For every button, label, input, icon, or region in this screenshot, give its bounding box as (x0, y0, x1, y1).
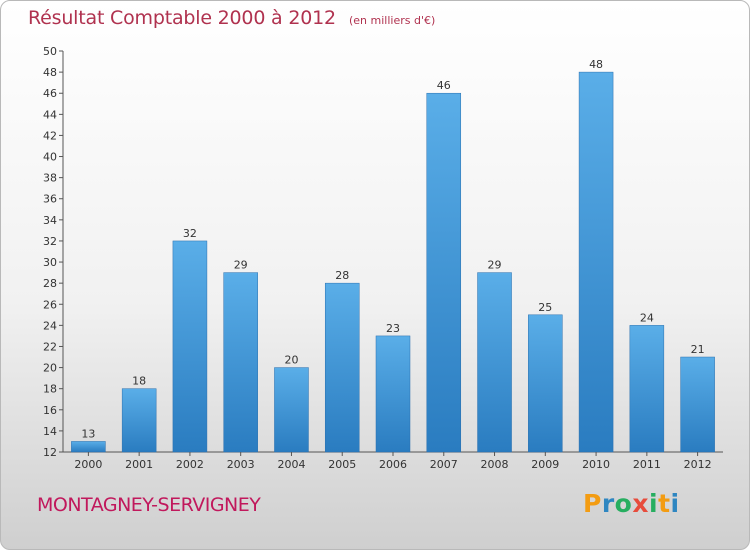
x-tick-label-2000: 2000 (74, 458, 102, 471)
data-label-2010: 48 (589, 58, 603, 71)
proxiti-logo[interactable]: Proxiti (583, 489, 680, 518)
bar-2000 (71, 441, 106, 453)
y-tick-label: 28 (43, 277, 57, 290)
data-label-2003: 29 (234, 259, 248, 272)
y-tick-label: 16 (43, 404, 57, 417)
x-tick-label-2004: 2004 (277, 458, 305, 471)
data-label-2004: 20 (284, 354, 298, 367)
data-label-2011: 24 (640, 311, 654, 324)
y-tick-label: 38 (43, 172, 57, 185)
x-tick-label-2002: 2002 (176, 458, 204, 471)
bar-2005 (324, 282, 360, 453)
y-tick-label: 12 (43, 446, 57, 459)
y-tick-label: 50 (43, 45, 57, 58)
x-tick-label-2011: 2011 (633, 458, 661, 471)
title-row: Résultat Comptable 2000 à 2012 (en milli… (28, 7, 435, 29)
data-labels: 13 18 32 29 20 28 23 46 29 25 48 24 21 (81, 58, 704, 440)
x-ticks: 2000 2001 2002 2003 2004 2005 2006 2007 2008 2009… (74, 452, 712, 471)
y-tick-label: 18 (43, 383, 57, 396)
x-tick-label-2003: 2003 (227, 458, 255, 471)
logo-letter: r (601, 489, 615, 518)
logo-letter: P (583, 489, 602, 518)
bar-2001 (121, 388, 157, 453)
bar-2010 (578, 71, 614, 453)
y-tick-label: 46 (43, 87, 57, 100)
y-tick-label: 40 (43, 151, 57, 164)
y-ticks: 12 14 16 18 20 22 24 26 28 30 32 34 36 38 40 42 44 46 48 50 (43, 45, 63, 459)
y-tick-label: 36 (43, 193, 57, 206)
data-label-2001: 18 (132, 375, 146, 388)
bar-2011 (629, 325, 665, 453)
data-label-2012: 21 (691, 343, 705, 356)
town-name: MONTAGNEY-SERVIGNEY (37, 494, 261, 516)
y-tick-label: 22 (43, 340, 57, 353)
logo-letter: i (670, 489, 680, 518)
logo-letter: i (649, 489, 659, 518)
y-tick-label: 26 (43, 298, 57, 311)
bar-2002 (172, 240, 208, 453)
logo-letter: t (658, 489, 671, 518)
bar-2008 (477, 272, 512, 453)
y-tick-label: 20 (43, 362, 57, 375)
y-tick-label: 48 (43, 66, 57, 79)
data-label-2006: 23 (386, 322, 400, 335)
bar-2003 (223, 272, 258, 453)
bar-2007 (426, 92, 462, 453)
data-label-2000: 13 (81, 427, 95, 440)
bar-2012 (680, 356, 715, 453)
x-tick-label-2008: 2008 (481, 458, 509, 471)
y-tick-label: 42 (43, 129, 57, 142)
x-tick-label-2006: 2006 (379, 458, 407, 471)
logo-letter: o (614, 489, 633, 518)
x-tick-label-2010: 2010 (582, 458, 610, 471)
bar-2009 (528, 314, 563, 453)
data-label-2008: 29 (488, 259, 502, 272)
chart-title: Résultat Comptable 2000 à 2012 (28, 7, 336, 29)
x-tick-label-2012: 2012 (684, 458, 712, 471)
y-tick-label: 24 (43, 319, 57, 332)
bars (71, 71, 715, 453)
y-tick-label: 34 (43, 214, 57, 227)
x-tick-label-2001: 2001 (125, 458, 153, 471)
data-label-2002: 32 (183, 227, 197, 240)
data-label-2009: 25 (538, 301, 552, 314)
chart-subtitle: (en milliers d'€) (348, 14, 436, 27)
bar-2006 (375, 335, 411, 453)
logo-letter: x (632, 489, 649, 518)
data-label-2005: 28 (335, 269, 349, 282)
y-tick-label: 32 (43, 235, 57, 248)
x-tick-label-2007: 2007 (430, 458, 458, 471)
x-tick-label-2009: 2009 (531, 458, 559, 471)
y-tick-label: 44 (43, 108, 57, 121)
bar-2004 (274, 367, 309, 453)
y-tick-label: 14 (43, 425, 57, 438)
y-tick-label: 30 (43, 256, 57, 269)
x-tick-label-2005: 2005 (328, 458, 356, 471)
data-label-2007: 46 (437, 79, 451, 92)
